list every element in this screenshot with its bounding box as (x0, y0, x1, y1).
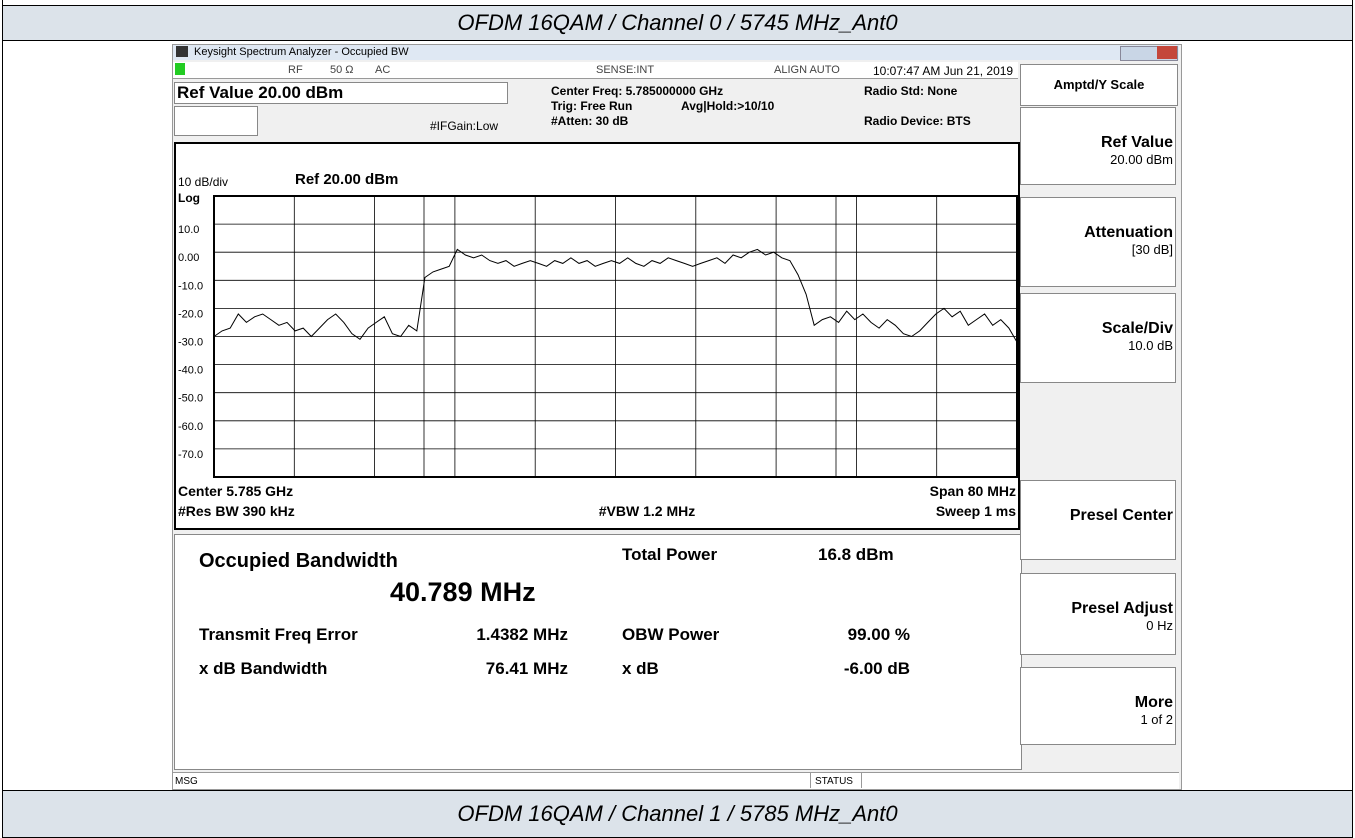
results-panel (174, 534, 1022, 770)
y-tick-label: 10.0 (178, 224, 199, 236)
window-title: Keysight Spectrum Analyzer - Occupied BW (194, 46, 409, 58)
setting: Avg|Hold:>10/10 (681, 99, 775, 113)
softkey[interactable]: More 1 of 2 (1020, 667, 1176, 745)
result-label: x dB Bandwidth (199, 659, 328, 678)
status-text: SENSE:INT (596, 64, 655, 76)
result-label: Transmit Freq Error (199, 625, 358, 644)
res-bw-label: #Res BW 390 kHz (178, 503, 295, 519)
status-text: 50 Ω (330, 64, 354, 76)
indicator (175, 63, 185, 75)
softkey[interactable]: Attenuation [30 dB] (1020, 197, 1176, 287)
center-label: Center 5.785 GHz (178, 483, 293, 499)
ref-value: Ref Value 20.00 dBm (174, 82, 508, 104)
status-label: STATUS (815, 776, 853, 787)
softkey[interactable]: Presel Adjust 0 Hz (1020, 573, 1176, 655)
vbw-label: #VBW 1.2 MHz (599, 503, 695, 519)
softkey-value[interactable]: [30 dB] (1131, 242, 1173, 257)
y-tick-label: -60.0 (178, 421, 203, 433)
status-text: AC (375, 64, 391, 76)
app-icon (176, 46, 188, 57)
setting: Radio Device: BTS (864, 114, 971, 128)
setting: Radio Std: None (864, 84, 958, 98)
y-tick-label: -10.0 (178, 280, 203, 292)
y-tick-label: -50.0 (178, 393, 203, 405)
y-tick-label: -30.0 (178, 337, 203, 349)
setting: #Atten: 30 dB (551, 114, 629, 128)
softkey[interactable]: Scale/Div 10.0 dB (1020, 293, 1176, 383)
ref-label: Ref 20.00 dBm (295, 171, 398, 188)
status-text: RF (288, 64, 303, 76)
softkey-label[interactable]: Presel Center (1069, 507, 1173, 524)
result-value: 99.00 % (847, 625, 910, 644)
result-value: 40.789 MHz (390, 577, 536, 607)
cell (2, 40, 1353, 790)
y-tick-label: -40.0 (178, 365, 203, 377)
result-label: x dB (622, 659, 659, 678)
status-text: 10:07:47 AM Jun 21, 2019 (873, 64, 1014, 78)
softkey-value[interactable]: 0 Hz (1146, 618, 1173, 633)
setting: Trig: Free Run (551, 99, 633, 113)
caption: OFDM 16QAM / Channel 1 / 5785 MHz_Ant0 (2, 790, 1353, 838)
softkey-value[interactable]: 20.00 dBm (1110, 152, 1173, 167)
result-value: 76.41 MHz (485, 659, 568, 678)
y-tick-label: -70.0 (178, 449, 203, 461)
status-box (810, 772, 862, 788)
softkey-label[interactable]: More (1134, 694, 1173, 711)
softkey[interactable]: Presel Center (1020, 480, 1176, 560)
span-label: Span 80 MHz (930, 483, 1016, 499)
caption: OFDM 16QAM / Channel 0 / 5745 MHz_Ant0 (2, 5, 1353, 41)
result-value: -6.00 dB (843, 659, 910, 678)
msg-label: MSG (175, 776, 198, 787)
menu-title: Amptd/Y Scale (1020, 64, 1178, 106)
scale-label: 10 dB/div (178, 175, 228, 189)
status-text: ALIGN AUTO (774, 64, 840, 76)
result-value: 16.8 dBm (818, 545, 894, 564)
setting: Center Freq: 5.785000000 GHz (551, 84, 724, 98)
input-box[interactable] (174, 106, 258, 136)
close-button[interactable] (1157, 46, 1177, 59)
sweep-label: Sweep 1 ms (936, 503, 1016, 519)
plot: 10 dB/div Ref 20.00 dBm Log Center 5.785… (174, 142, 1020, 530)
table-edge (2, 0, 1353, 5)
result-label: Total Power (622, 545, 718, 564)
title-bar (173, 45, 1179, 60)
result-label: OBW Power (622, 625, 720, 644)
message-bar (173, 772, 1179, 789)
softkey-label[interactable]: Ref Value (1100, 134, 1173, 151)
result-label: Occupied Bandwidth (199, 550, 398, 572)
log-label: Log (178, 191, 200, 205)
softkey-label[interactable]: Scale/Div (1101, 320, 1173, 337)
trace (213, 248, 1018, 343)
status-row (173, 62, 1018, 79)
setting: #IFGain:Low (430, 119, 499, 133)
y-tick-label: -20.0 (178, 308, 203, 320)
softkey-value[interactable]: 10.0 dB (1128, 338, 1173, 353)
result-value: 1.4382 MHz (476, 625, 568, 644)
softkey-label[interactable]: Attenuation (1084, 224, 1173, 241)
y-tick-label: 0.00 (178, 252, 199, 264)
plot-frame (174, 142, 1020, 530)
softkey-label[interactable]: Presel Adjust (1071, 600, 1173, 617)
softkey[interactable]: Ref Value 20.00 dBm (1020, 107, 1176, 185)
softkey-value[interactable]: 1 of 2 (1140, 712, 1173, 727)
